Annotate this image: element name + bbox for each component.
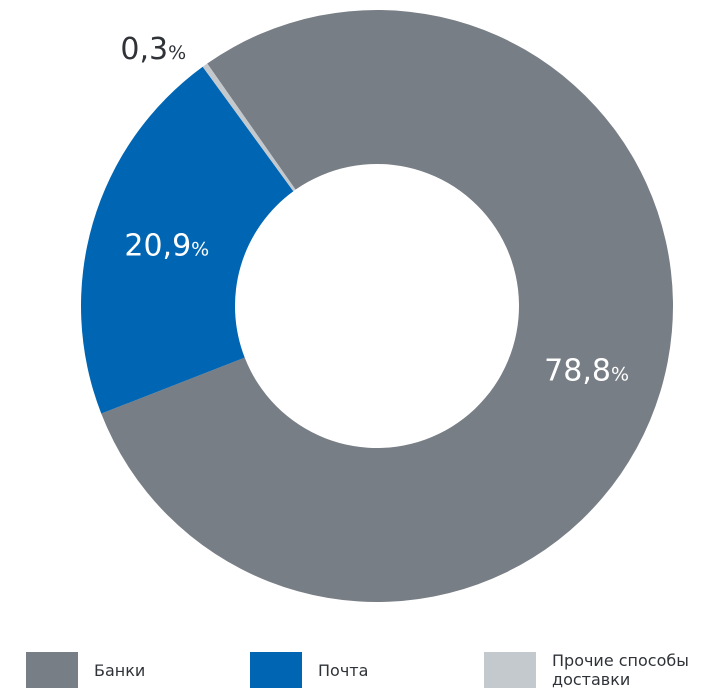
legend-swatch-banks bbox=[26, 652, 78, 688]
slice-post bbox=[80, 66, 294, 414]
slice-other bbox=[202, 63, 296, 192]
data-label-post: 20,9% bbox=[124, 229, 209, 264]
legend-item-banks: Банки bbox=[26, 650, 145, 690]
data-label-banks: 78,8% bbox=[544, 353, 629, 388]
legend: Банки Почта Прочие способы доставки bbox=[0, 610, 716, 690]
legend-swatch-other bbox=[484, 652, 536, 688]
legend-label-other: Прочие способы доставки bbox=[552, 651, 689, 689]
legend-item-other: Прочие способы доставки bbox=[484, 650, 689, 690]
legend-label-post: Почта bbox=[318, 660, 369, 680]
donut-chart: 78,8% 20,9% 0,3% bbox=[80, 10, 673, 603]
data-label-other: 0,3% bbox=[120, 32, 186, 67]
legend-label-banks: Банки bbox=[94, 660, 146, 680]
slice-banks bbox=[101, 10, 673, 603]
legend-item-post: Почта bbox=[250, 650, 368, 690]
legend-swatch-post bbox=[250, 652, 302, 688]
